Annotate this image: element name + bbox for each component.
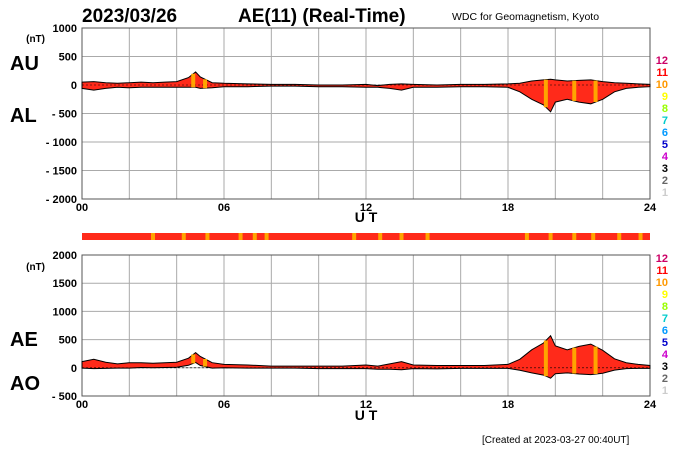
- status-bar-mark: [617, 233, 622, 240]
- x-tick-label: 06: [218, 399, 230, 411]
- status-bar-mark: [425, 233, 430, 240]
- x-tick-label: 00: [76, 399, 88, 411]
- status-bar-mark: [151, 233, 155, 240]
- x-tick-label: 06: [218, 202, 230, 214]
- station-level-label: 4: [662, 349, 669, 361]
- chart-source: WDC for Geomagnetism, Kyoto: [452, 11, 599, 23]
- panel1-xlabel: U T: [355, 209, 378, 225]
- station-level-label: 7: [662, 313, 668, 325]
- highlight-stripe: [572, 347, 577, 374]
- station-level-label: 11: [656, 67, 668, 79]
- station-level-label: 12: [656, 253, 668, 265]
- status-bar-base: [82, 233, 650, 240]
- series-area-au-al: [81, 71, 651, 113]
- status-bar-mark: [378, 233, 383, 240]
- station-level-label: 7: [662, 115, 668, 127]
- created-timestamp: [Created at 2023-03-27 00:40UT]: [482, 435, 630, 446]
- plot-frame: [81, 254, 651, 397]
- y-tick-label: 500: [59, 52, 77, 64]
- station-level-label: 5: [662, 337, 668, 349]
- station-level-label: 2: [662, 175, 668, 187]
- panel2-xlabel: U T: [355, 407, 378, 423]
- panel2-label-ao: AO: [10, 373, 40, 395]
- y-tick-label: 1500: [53, 278, 77, 290]
- data-status-bar: [82, 233, 650, 240]
- chart-date: 2023/03/26: [82, 6, 177, 27]
- station-level-label: 1: [662, 385, 668, 397]
- highlight-stripe: [203, 359, 208, 367]
- y-tick-label: 1000: [53, 23, 77, 35]
- highlight-stripe: [191, 73, 196, 88]
- station-level-label: 10: [656, 79, 668, 91]
- status-bar-mark: [399, 233, 404, 240]
- highlight-stripe: [593, 346, 598, 375]
- station-level-label: 9: [662, 91, 668, 103]
- panel1-label-al: AL: [10, 105, 37, 127]
- station-level-label: 2: [662, 373, 668, 385]
- x-tick-label: 24: [644, 399, 657, 411]
- station-level-label: 8: [662, 301, 668, 313]
- status-bar-mark: [181, 233, 186, 240]
- station-level-label: 5: [662, 139, 668, 151]
- x-tick-label: 24: [644, 202, 657, 214]
- y-tick-label: 0: [71, 80, 77, 92]
- highlight-stripe: [593, 80, 598, 102]
- plot-frame: [81, 27, 651, 200]
- x-tick-label: 12: [360, 202, 372, 214]
- station-level-label: 3: [662, 361, 668, 373]
- y-tick-label: 1000: [53, 306, 77, 318]
- x-tick-label: 18: [502, 399, 514, 411]
- y-tick-label: - 1000: [46, 137, 77, 149]
- status-bar-mark: [352, 233, 357, 240]
- station-level-label: 6: [662, 325, 668, 337]
- highlight-stripe: [543, 340, 548, 377]
- status-bar-mark: [205, 233, 210, 240]
- highlight-stripe: [191, 354, 196, 364]
- station-level-label: 11: [656, 265, 668, 277]
- status-bar-mark: [252, 233, 257, 240]
- y-tick-label: - 1500: [46, 166, 77, 178]
- status-bar-mark: [572, 233, 577, 240]
- status-bar-mark: [548, 233, 553, 240]
- station-level-label: 10: [656, 277, 668, 289]
- status-bar-mark: [638, 233, 643, 240]
- panel1-ylabel: (nT): [26, 34, 45, 45]
- panel1-label-au: AU: [10, 53, 39, 75]
- station-level-label: 6: [662, 127, 668, 139]
- y-tick-label: 0: [71, 363, 77, 375]
- panel2-ylabel: (nT): [26, 262, 45, 273]
- chart-title: AE(11) (Real-Time): [238, 6, 406, 27]
- x-tick-label: 18: [502, 202, 514, 214]
- station-level-label: 3: [662, 163, 668, 175]
- station-level-label: 4: [662, 151, 669, 163]
- station-level-label: 8: [662, 103, 668, 115]
- highlight-stripe: [572, 80, 577, 101]
- x-tick-label: 00: [76, 202, 88, 214]
- y-tick-label: - 2000: [46, 194, 77, 206]
- highlight-stripe: [203, 79, 208, 89]
- highlight-stripe: [543, 79, 548, 108]
- station-level-label: 1: [662, 187, 668, 199]
- status-bar-mark: [524, 233, 529, 240]
- y-tick-label: - 500: [52, 391, 77, 403]
- y-tick-label: - 500: [52, 109, 77, 121]
- station-level-label: 12: [656, 55, 668, 67]
- status-bar-mark: [238, 233, 243, 240]
- station-level-label: 9: [662, 289, 668, 301]
- y-tick-label: 500: [59, 335, 77, 347]
- y-tick-label: 2000: [53, 250, 77, 262]
- status-bar-mark: [264, 233, 269, 240]
- panel2-label-ae: AE: [10, 329, 38, 351]
- status-bar-mark: [591, 233, 596, 240]
- x-tick-label: 12: [360, 399, 372, 411]
